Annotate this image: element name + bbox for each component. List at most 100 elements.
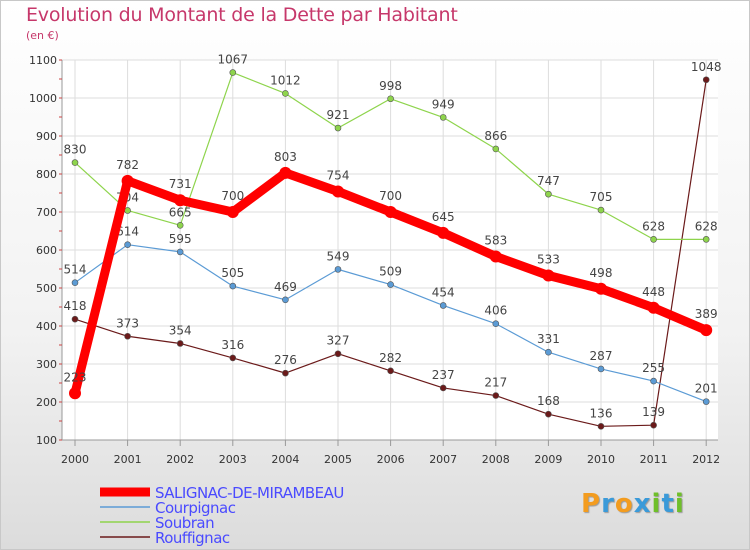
data-label-soubran-2009: 747	[537, 174, 560, 188]
data-point-rouffignac-2000	[71, 315, 79, 323]
data-point-courpignac-2002	[176, 248, 184, 256]
chart-subtitle: (en €)	[26, 29, 59, 42]
data-label-soubran-2004: 1012	[270, 73, 301, 87]
data-label-rouffignac-2007: 237	[432, 368, 455, 382]
data-point-salignac-de-mirambeau-2003	[226, 206, 239, 218]
y-tick-label-1000: 1000	[29, 92, 57, 105]
data-label-rouffignac-2011: 139	[642, 405, 665, 419]
data-label-courpignac-2008: 406	[484, 304, 507, 318]
data-label-salignac-de-mirambeau-2009: 533	[537, 252, 560, 266]
data-label-rouffignac-2006: 282	[379, 351, 402, 365]
chart-title: Evolution du Montant de la Dette par Hab…	[26, 4, 458, 26]
x-tick-label-2011: 2011	[640, 453, 668, 466]
data-label-courpignac-2001: 614	[116, 225, 139, 239]
data-label-soubran-2007: 949	[432, 97, 455, 111]
data-label-soubran-2011: 628	[642, 219, 665, 233]
data-point-rouffignac-2010	[597, 423, 605, 430]
data-point-soubran-2009	[545, 190, 552, 198]
data-label-courpignac-2012: 201	[695, 382, 718, 396]
data-point-soubran-2005	[334, 124, 342, 132]
y-tick-label-500: 500	[36, 282, 57, 295]
data-point-soubran-2001	[124, 207, 131, 214]
data-label-rouffignac-2004: 276	[274, 353, 297, 367]
data-label-courpignac-2006: 509	[379, 265, 402, 279]
data-point-rouffignac-2002	[176, 340, 184, 347]
data-label-courpignac-2011: 255	[642, 361, 665, 375]
data-point-soubran-2011	[650, 236, 657, 243]
data-point-rouffignac-2008	[492, 392, 500, 399]
x-tick-label-2003: 2003	[219, 453, 247, 466]
data-label-soubran-2005: 921	[327, 108, 350, 122]
data-point-salignac-de-mirambeau-2006	[384, 206, 397, 218]
y-tick-label-400: 400	[36, 320, 57, 333]
data-label-soubran-2012: 628	[695, 219, 718, 233]
x-tick-label-2005: 2005	[324, 453, 352, 466]
data-point-salignac-de-mirambeau-2000	[69, 387, 81, 400]
x-tick-label-2010: 2010	[587, 453, 615, 466]
data-point-courpignac-2011	[650, 377, 657, 385]
data-point-rouffignac-2009	[545, 410, 552, 418]
x-tick-label-2006: 2006	[377, 453, 405, 466]
data-point-rouffignac-2006	[387, 367, 394, 375]
x-tick-label-2008: 2008	[482, 453, 510, 466]
y-tick-label-800: 800	[36, 168, 57, 181]
data-label-salignac-de-mirambeau-2002: 731	[169, 177, 192, 191]
data-point-rouffignac-2003	[229, 354, 237, 362]
data-point-soubran-2003	[229, 69, 237, 76]
x-tick-label-2002: 2002	[166, 453, 194, 466]
data-point-salignac-de-mirambeau-2009	[542, 269, 555, 282]
y-tick-label-700: 700	[36, 206, 57, 219]
data-label-soubran-2010: 705	[590, 190, 613, 204]
data-label-salignac-de-mirambeau-2008: 583	[484, 233, 507, 247]
data-point-salignac-de-mirambeau-2008	[489, 250, 502, 263]
data-label-salignac-de-mirambeau-2007: 645	[432, 210, 455, 224]
data-point-soubran-2004	[282, 90, 289, 97]
data-point-courpignac-2007	[439, 302, 447, 309]
data-label-salignac-de-mirambeau-2006: 700	[379, 189, 402, 203]
data-label-rouffignac-2012: 1048	[691, 60, 722, 74]
data-point-courpignac-2001	[124, 241, 131, 248]
legend-label-salignac-de-mirambeau: SALIGNAC-DE-MIRAMBEAU	[155, 484, 344, 502]
y-tick-label-600: 600	[36, 244, 57, 257]
data-point-soubran-2002	[176, 222, 184, 229]
data-label-rouffignac-2008: 217	[484, 376, 507, 390]
data-point-soubran-2000	[71, 159, 79, 166]
data-label-courpignac-2009: 331	[537, 332, 560, 346]
y-tick-label-200: 200	[36, 396, 57, 409]
data-label-courpignac-2007: 454	[432, 285, 455, 299]
data-label-soubran-2002: 665	[169, 205, 192, 219]
legend-label-courpignac: Courpignac	[155, 499, 236, 517]
x-tick-label-2009: 2009	[534, 453, 562, 466]
data-label-rouffignac-2005: 327	[327, 334, 350, 348]
y-tick-label-1100: 1100	[29, 54, 57, 67]
data-point-rouffignac-2005	[334, 350, 342, 358]
data-point-salignac-de-mirambeau-2004	[279, 166, 292, 179]
data-point-rouffignac-2011	[650, 421, 657, 429]
data-point-soubran-2007	[439, 114, 447, 121]
data-label-rouffignac-2000: 418	[64, 299, 87, 313]
data-point-rouffignac-2007	[439, 384, 447, 392]
x-tick-label-2000: 2000	[61, 453, 89, 466]
data-point-courpignac-2004	[282, 296, 289, 304]
data-label-salignac-de-mirambeau-2004: 803	[274, 150, 297, 164]
data-point-rouffignac-2001	[124, 332, 131, 340]
data-label-soubran-2000: 830	[64, 143, 87, 157]
y-tick-label-900: 900	[36, 130, 57, 143]
data-point-salignac-de-mirambeau-2002	[174, 194, 187, 207]
data-point-courpignac-2008	[492, 320, 500, 328]
data-label-courpignac-2010: 287	[590, 349, 613, 363]
data-point-courpignac-2000	[71, 279, 79, 286]
data-label-salignac-de-mirambeau-2001: 782	[116, 158, 139, 172]
data-label-rouffignac-2001: 373	[116, 316, 139, 330]
data-label-rouffignac-2010: 136	[590, 406, 613, 420]
data-point-soubran-2010	[597, 206, 605, 214]
data-label-soubran-2008: 866	[484, 129, 507, 143]
data-label-salignac-de-mirambeau-2012: 389	[695, 307, 718, 321]
x-tick-label-2007: 2007	[429, 453, 457, 466]
data-label-salignac-de-mirambeau-2000: 223	[64, 370, 87, 384]
data-point-rouffignac-2012	[702, 76, 710, 84]
data-label-rouffignac-2003: 316	[221, 338, 244, 352]
data-label-rouffignac-2002: 354	[169, 323, 192, 337]
data-point-salignac-de-mirambeau-2005	[332, 185, 344, 198]
